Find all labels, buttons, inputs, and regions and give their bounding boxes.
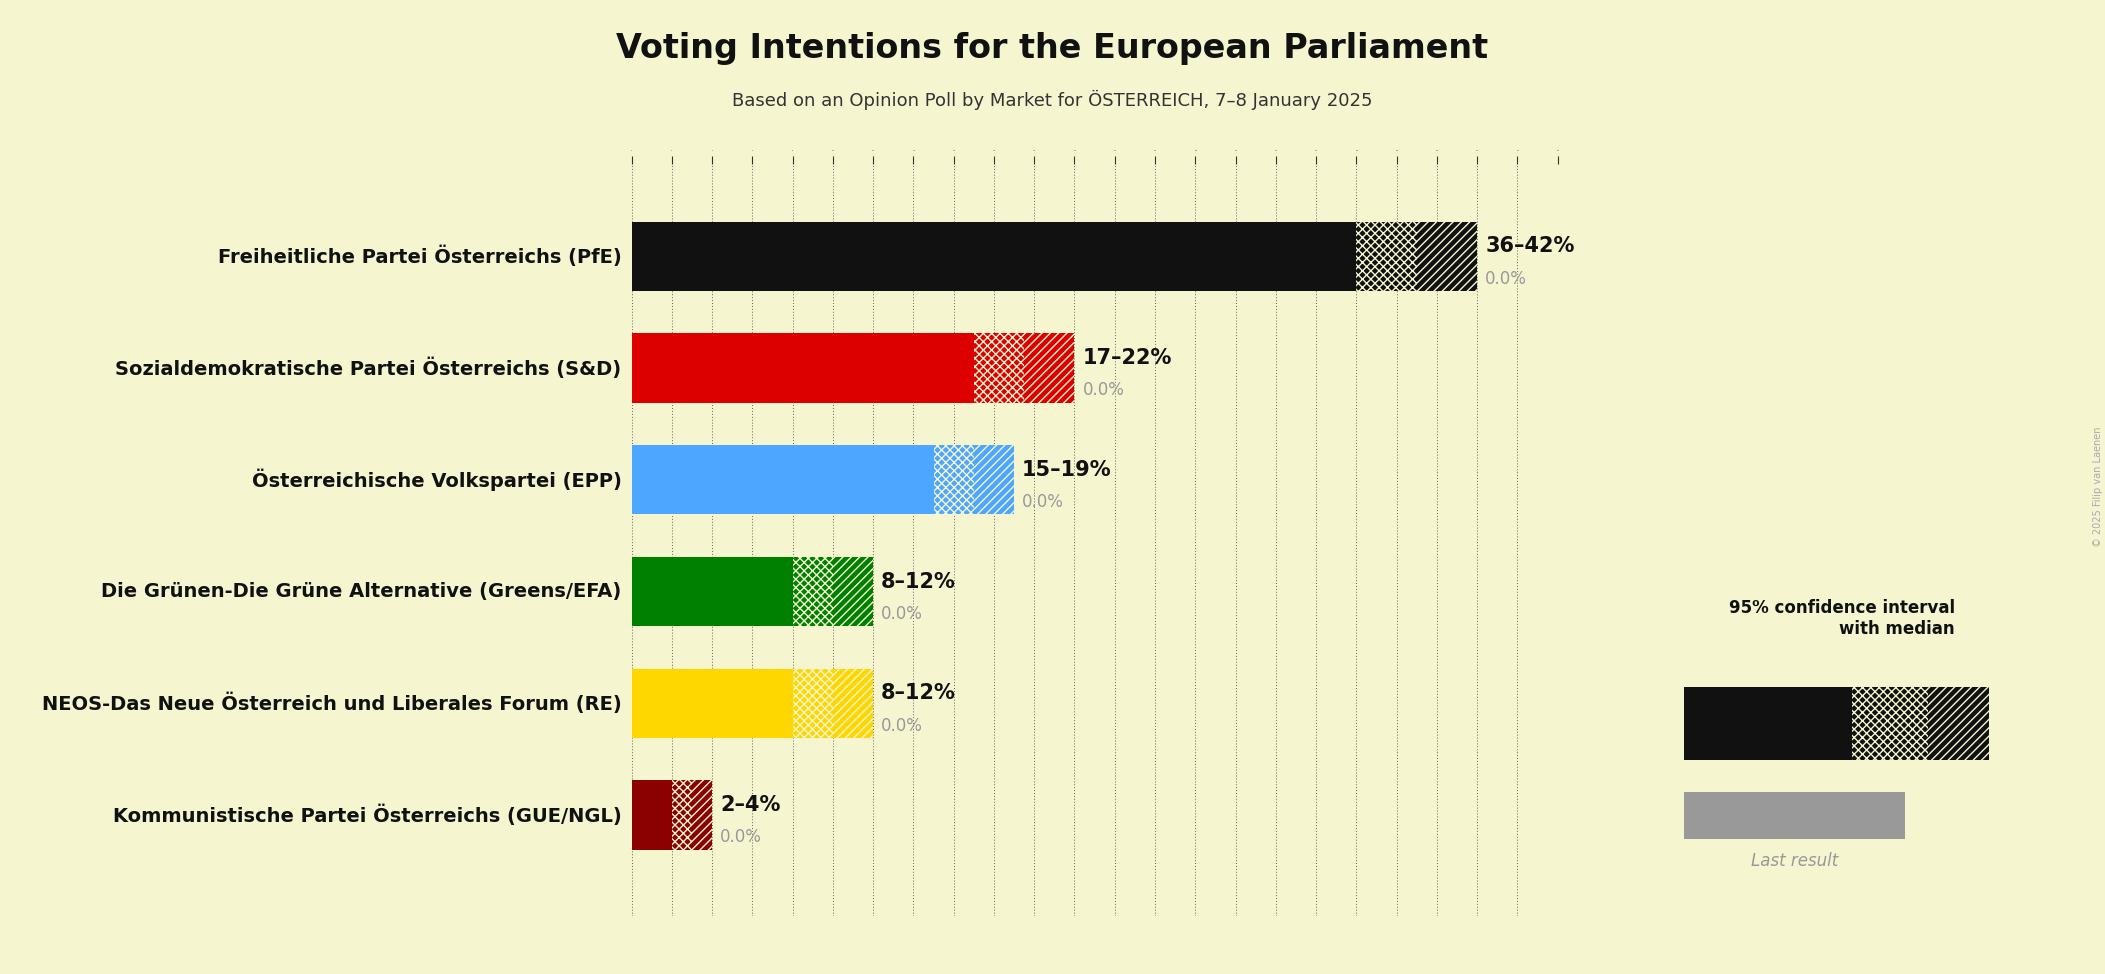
Bar [632, 669, 794, 738]
Bar [632, 445, 975, 514]
Bar [1684, 792, 1905, 840]
Text: 0.0%: 0.0% [720, 828, 762, 846]
Bar [632, 333, 1025, 403]
Bar [933, 445, 975, 514]
Text: Die Grünen-Die Grüne Alternative (Greens/EFA): Die Grünen-Die Grüne Alternative (Greens… [101, 582, 621, 601]
Bar [1025, 333, 1074, 403]
Bar [1684, 687, 1852, 760]
Bar [1852, 687, 1928, 760]
Text: Österreichische Volkspartei (EPP): Österreichische Volkspartei (EPP) [253, 468, 621, 491]
Bar [1928, 687, 1989, 760]
Bar [975, 445, 1015, 514]
Bar [1025, 333, 1074, 403]
Text: 0.0%: 0.0% [1486, 270, 1526, 287]
Text: 8–12%: 8–12% [882, 572, 956, 591]
Text: 2–4%: 2–4% [720, 795, 781, 815]
Bar [794, 557, 834, 626]
Bar [632, 780, 671, 849]
Bar [632, 669, 834, 738]
Text: 0.0%: 0.0% [1082, 382, 1124, 399]
Bar [632, 445, 933, 514]
Bar [1417, 222, 1478, 291]
Bar [834, 557, 874, 626]
Bar [794, 669, 834, 738]
Text: 8–12%: 8–12% [882, 683, 956, 703]
Text: 15–19%: 15–19% [1023, 460, 1111, 480]
Bar [794, 557, 834, 626]
Bar [1356, 222, 1417, 291]
Text: Kommunistische Partei Österreichs (GUE/NGL): Kommunistische Partei Österreichs (GUE/N… [114, 805, 621, 826]
Bar [1852, 687, 1928, 760]
Bar [975, 333, 1025, 403]
Text: 36–42%: 36–42% [1486, 237, 1575, 256]
Text: Based on an Opinion Poll by Market for ÖSTERREICH, 7–8 January 2025: Based on an Opinion Poll by Market for Ö… [733, 90, 1372, 110]
Bar [693, 780, 711, 849]
Text: © 2025 Filip van Laenen: © 2025 Filip van Laenen [2092, 427, 2103, 547]
Bar [1356, 222, 1417, 291]
Bar [693, 780, 711, 849]
Bar [671, 780, 693, 849]
Bar [1928, 687, 1989, 760]
Bar [1417, 222, 1478, 291]
Bar [632, 222, 1417, 291]
Text: 95% confidence interval
with median: 95% confidence interval with median [1728, 599, 1956, 638]
Text: Freiheitliche Partei Österreichs (PfE): Freiheitliche Partei Österreichs (PfE) [217, 245, 621, 267]
Bar [834, 669, 874, 738]
Text: Last result: Last result [1751, 852, 1838, 870]
Text: 0.0%: 0.0% [1023, 493, 1063, 511]
Text: 0.0%: 0.0% [882, 717, 924, 734]
Bar [632, 222, 1356, 291]
Bar [975, 445, 1015, 514]
Bar [632, 333, 975, 403]
Bar [933, 445, 975, 514]
Text: 0.0%: 0.0% [882, 605, 924, 623]
Text: Sozialdemokratische Partei Österreichs (S&D): Sozialdemokratische Partei Österreichs (… [116, 357, 621, 379]
Bar [632, 780, 693, 849]
Bar [834, 557, 874, 626]
Bar [834, 669, 874, 738]
Bar [975, 333, 1025, 403]
Text: 17–22%: 17–22% [1082, 348, 1172, 368]
Bar [671, 780, 693, 849]
Bar [632, 557, 794, 626]
Bar [794, 669, 834, 738]
Bar [632, 557, 834, 626]
Text: NEOS-Das Neue Österreich und Liberales Forum (RE): NEOS-Das Neue Österreich und Liberales F… [42, 693, 621, 714]
Text: Voting Intentions for the European Parliament: Voting Intentions for the European Parli… [617, 32, 1488, 65]
